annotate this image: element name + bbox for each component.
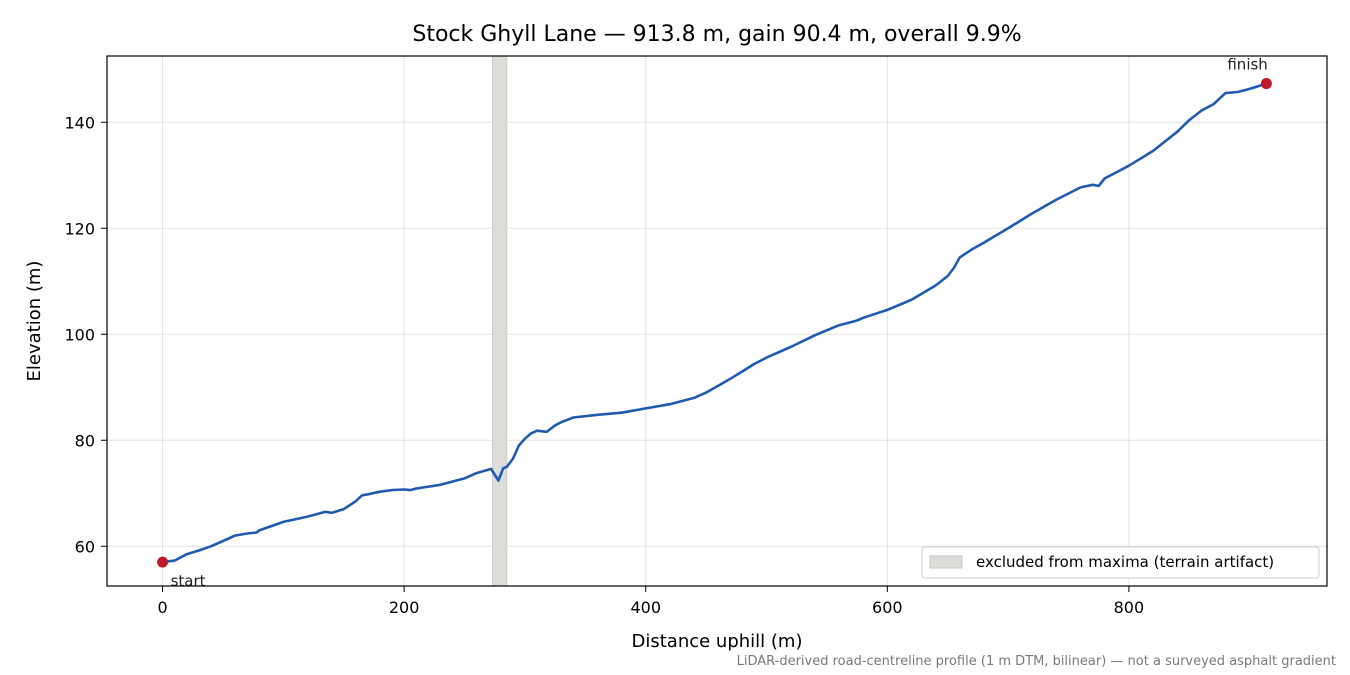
start-marker bbox=[157, 556, 169, 568]
x-tick-label: 200 bbox=[389, 598, 420, 617]
y-tick-label: 80 bbox=[75, 431, 95, 450]
legend: excluded from maxima (terrain artifact) bbox=[921, 546, 1320, 579]
plot-frame bbox=[106, 55, 1328, 587]
y-tick-label: 120 bbox=[64, 219, 95, 238]
y-tick-label: 100 bbox=[64, 325, 95, 344]
chart-title: Stock Ghyll Lane — 913.8 m, gain 90.4 m,… bbox=[412, 22, 1021, 47]
gridlines bbox=[107, 56, 1327, 586]
x-tick-label: 600 bbox=[872, 598, 903, 617]
footnote: LiDAR-derived road-centreline profile (1… bbox=[737, 654, 1336, 669]
x-tick-label: 0 bbox=[157, 598, 167, 617]
excluded-band bbox=[491, 55, 508, 587]
legend-box bbox=[921, 546, 1320, 579]
markers: start finish bbox=[157, 56, 1272, 590]
start-label: start bbox=[171, 572, 206, 590]
y-tick-label: 140 bbox=[64, 113, 95, 132]
y-tick-label: 60 bbox=[75, 537, 95, 556]
y-axis-label: Elevation (m) bbox=[24, 261, 45, 382]
x-axis-label: Distance uphill (m) bbox=[632, 631, 803, 652]
x-tick-label: 400 bbox=[630, 598, 661, 617]
x-tick-label: 800 bbox=[1114, 598, 1145, 617]
axis-ticks: 0 200 400 600 800 60 80 100 120 140 bbox=[64, 113, 1144, 617]
finish-label: finish bbox=[1227, 56, 1267, 74]
legend-swatch bbox=[929, 555, 963, 569]
finish-marker bbox=[1260, 78, 1272, 90]
legend-label: excluded from maxima (terrain artifact) bbox=[976, 553, 1274, 571]
elevation-line bbox=[162, 82, 1267, 564]
